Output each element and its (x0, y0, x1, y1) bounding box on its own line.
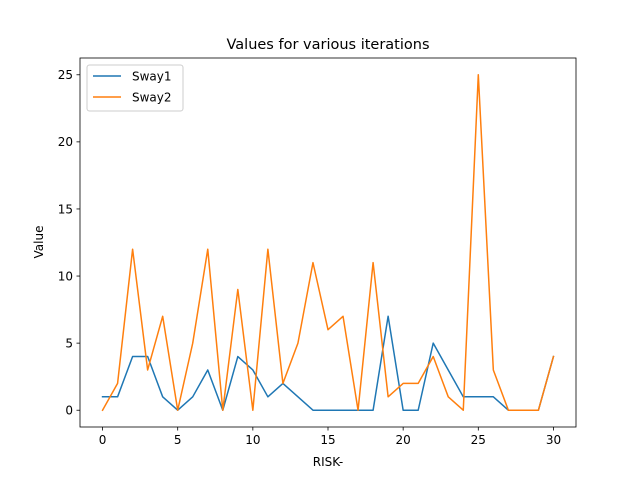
legend-label-sway2: Sway2 (132, 90, 172, 104)
x-tick-label: 10 (245, 433, 260, 447)
y-tick-label: 5 (65, 336, 73, 350)
x-tick-label: 5 (174, 433, 182, 447)
x-axis-label: RISK- (313, 455, 343, 469)
x-tick-label: 30 (546, 433, 561, 447)
legend-label-sway1: Sway1 (132, 69, 172, 83)
plot-area: 0 5 10 15 20 25 30 0 5 10 15 20 25 Sway1 Sway2 (58, 57, 577, 447)
y-axis-label: Value (32, 226, 46, 259)
y-tick-label: 0 (65, 404, 73, 418)
x-tick-label: 25 (471, 433, 486, 447)
x-tick-label: 20 (396, 433, 411, 447)
x-tick-label: 15 (320, 433, 335, 447)
y-tick-label: 10 (58, 269, 73, 283)
chart-title: Values for various iterations (226, 37, 429, 53)
y-tick-label: 20 (58, 135, 73, 149)
y-tick-label: 15 (58, 202, 73, 216)
series-line-sway2 (101, 74, 555, 412)
y-tick-label: 25 (58, 68, 73, 82)
x-tick-label: 0 (99, 433, 107, 447)
